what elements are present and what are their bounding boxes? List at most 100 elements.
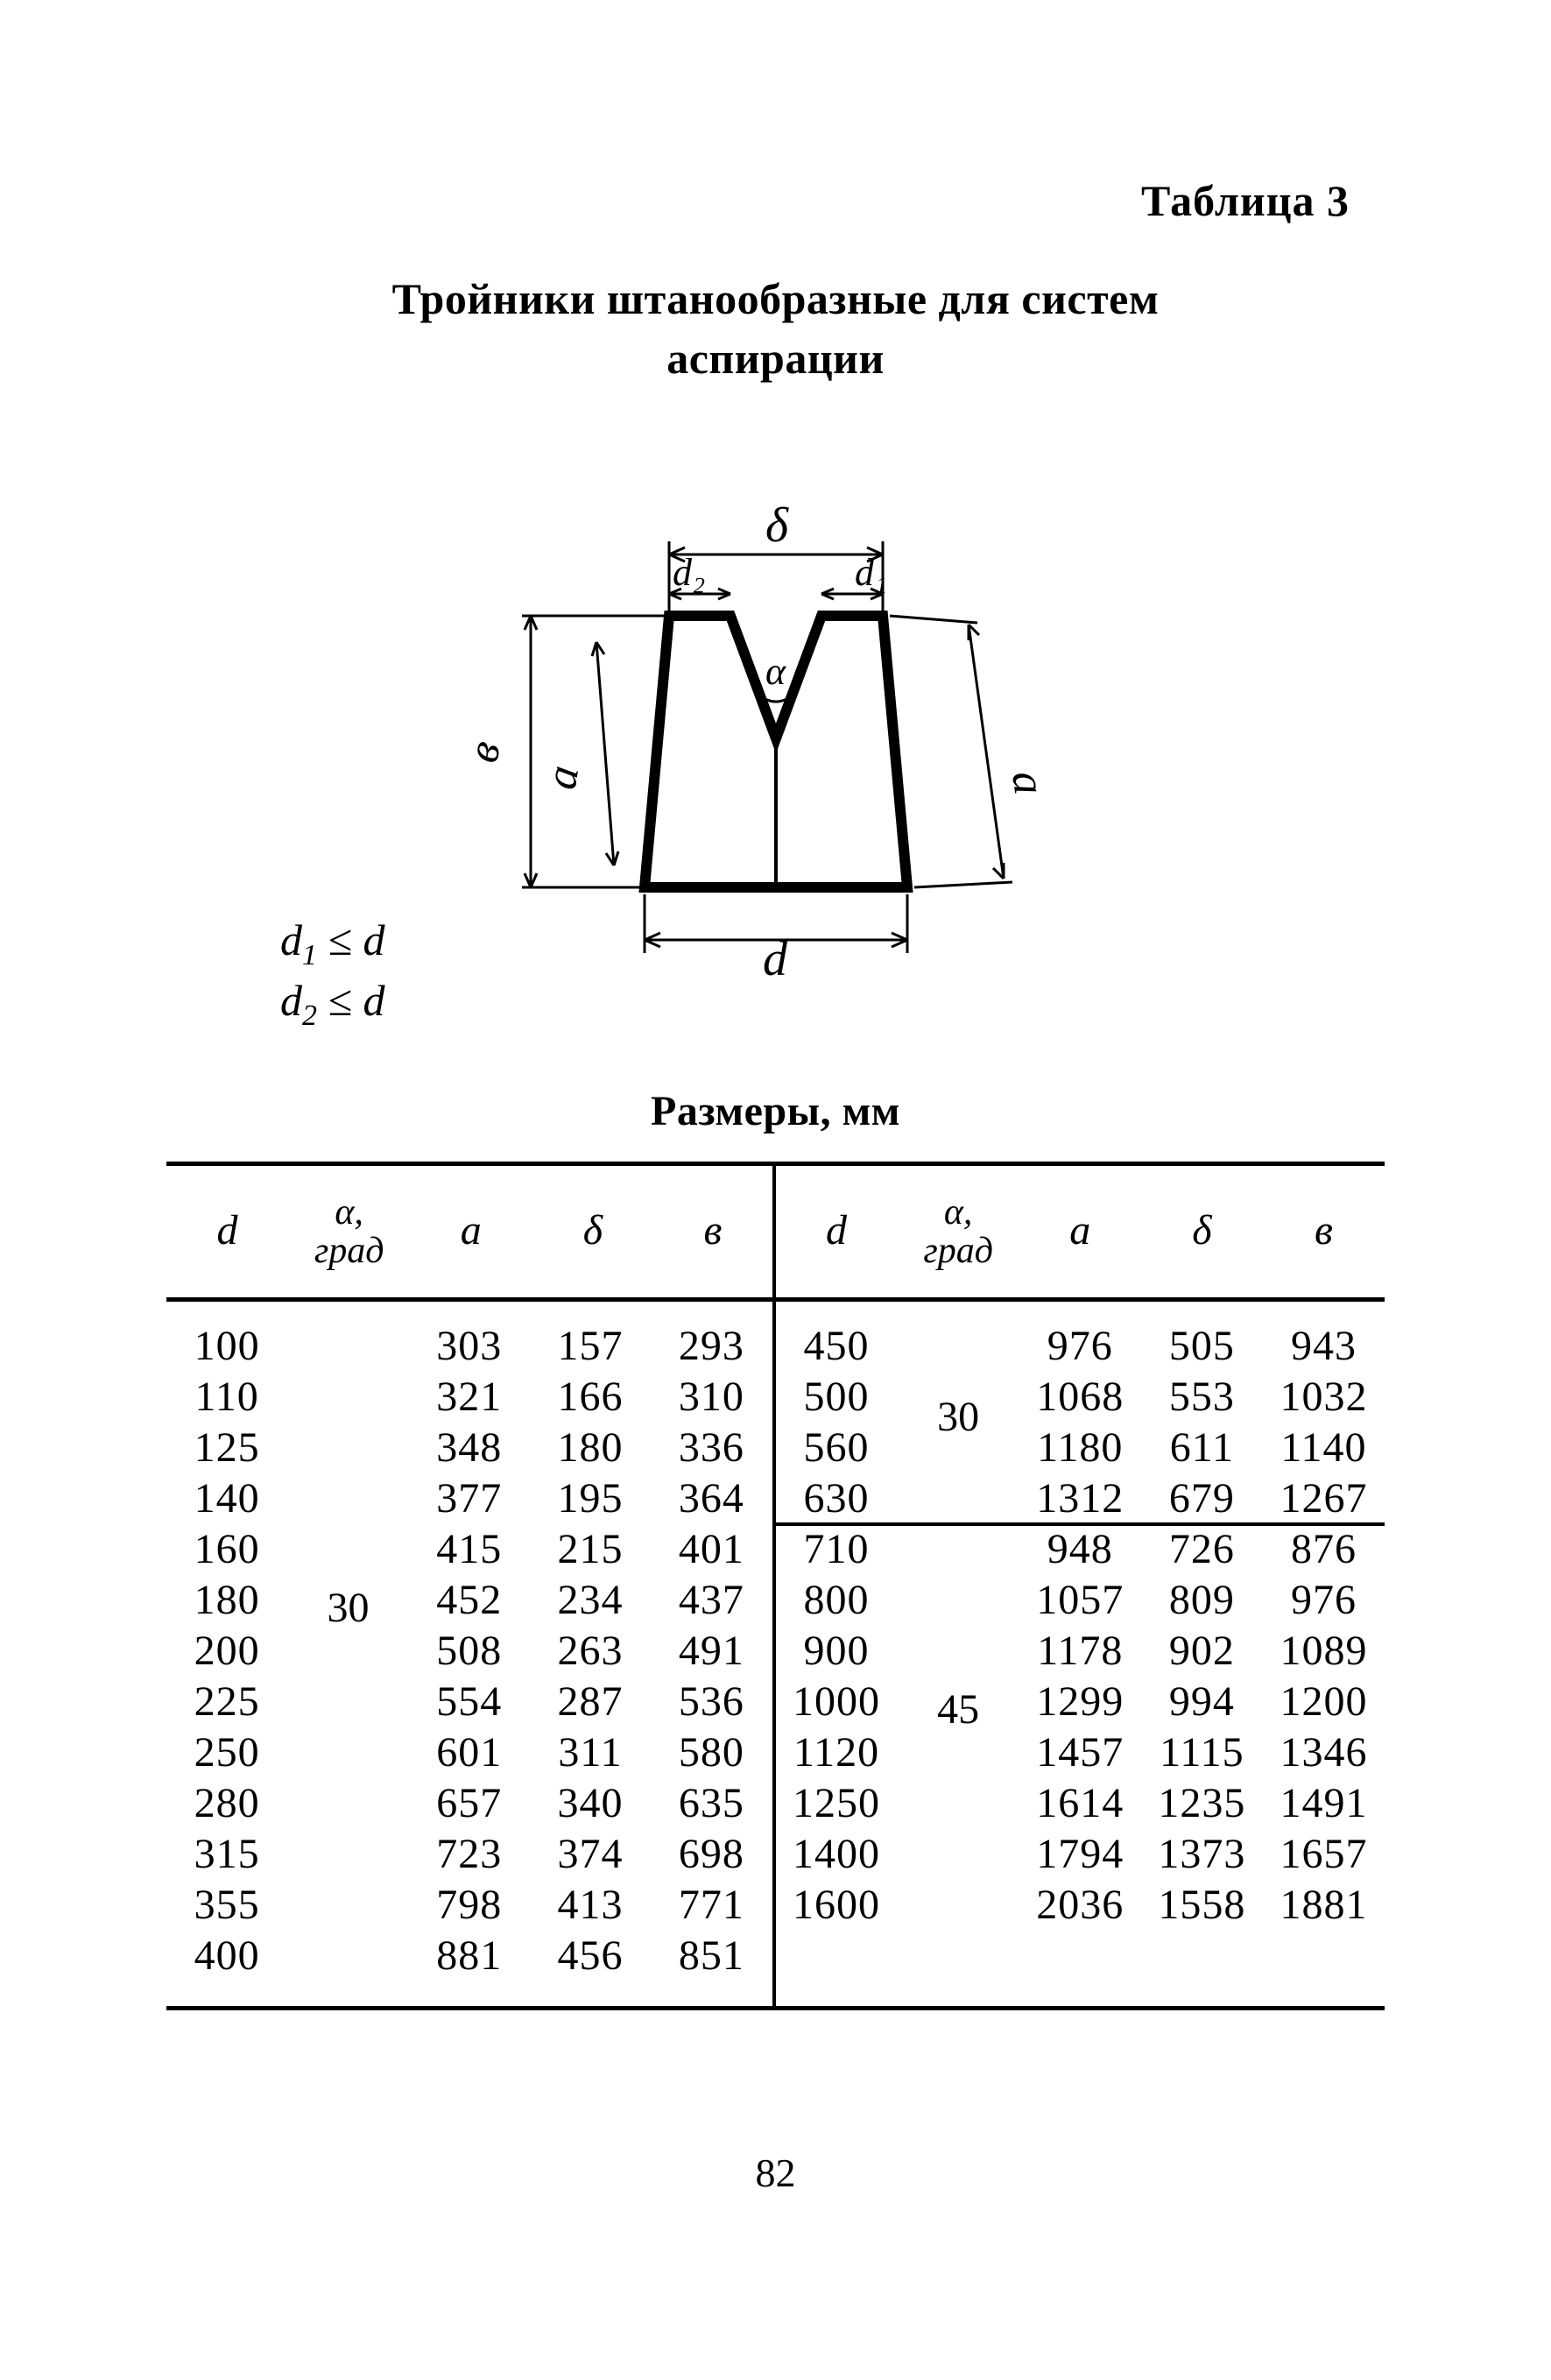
table-row: 200508263491	[166, 1626, 772, 1677]
table-cell: 1312	[1019, 1474, 1141, 1522]
table-row: 450976505943	[776, 1321, 1385, 1372]
title-line-2: аспирации	[666, 334, 885, 383]
table-cell: 1180	[1019, 1423, 1141, 1472]
table-cell: 726	[1141, 1525, 1263, 1573]
table-cell: 943	[1263, 1322, 1385, 1370]
table-cell: 630	[776, 1474, 898, 1522]
th-b-1: в	[653, 1166, 775, 1297]
table-row: 400881456851	[166, 1931, 772, 1981]
table-cell: 413	[530, 1881, 651, 1929]
table-row: 100303157293	[166, 1321, 772, 1372]
table-cell: 157	[530, 1322, 651, 1370]
table-cell: 140	[166, 1474, 287, 1522]
table-cell: 1178	[1019, 1627, 1141, 1675]
table-cell: 876	[1263, 1525, 1385, 1573]
table-cell: 348	[409, 1423, 530, 1472]
label-d1: d₁	[855, 551, 887, 594]
constraint-1: d1 ≤ d	[280, 914, 1385, 974]
table-cell: 1491	[1263, 1779, 1385, 1827]
tee-diagram: δ d₂ d₁	[166, 449, 1385, 992]
table-row: 90011789021089	[776, 1626, 1385, 1677]
table-cell: 336	[651, 1423, 772, 1472]
table-cell: 321	[409, 1373, 530, 1421]
th-d-2: d	[776, 1166, 898, 1297]
table-row: 1120145711151346	[776, 1727, 1385, 1778]
table-row: 125 348180336	[166, 1423, 772, 1473]
table-row: 315723374698	[166, 1829, 772, 1880]
table-cell: 100	[166, 1322, 287, 1370]
table-cell: 195	[530, 1474, 651, 1522]
title-line-1: Тройники штанообразные для систем	[392, 274, 1160, 323]
table-cell: 1250	[776, 1779, 898, 1827]
table-cell: 225	[166, 1677, 287, 1726]
table-cell: 1120	[776, 1728, 898, 1776]
label-a-left: a	[535, 762, 589, 794]
table-row: 50010685531032	[776, 1372, 1385, 1423]
table-cell: 280	[166, 1779, 287, 1827]
table-cell: 657	[409, 1779, 530, 1827]
table-row: 225554287536	[166, 1677, 772, 1727]
table-cell: 1000	[776, 1677, 898, 1726]
table-cell: 1881	[1263, 1881, 1385, 1929]
table-cell: 635	[651, 1779, 772, 1827]
table-cell: 800	[776, 1576, 898, 1624]
table-cell: 948	[1019, 1525, 1141, 1573]
table-cell: 679	[1141, 1474, 1263, 1522]
table-cell: 881	[409, 1932, 530, 1980]
table-cell: 710	[776, 1525, 898, 1573]
table-row: 160415215401	[166, 1524, 772, 1575]
table-left-half: 1003031572931103211663101253481803361403…	[166, 1302, 776, 2006]
table-cell: 125	[166, 1423, 287, 1472]
table-cell: 976	[1263, 1576, 1385, 1624]
table-cell: 355	[166, 1881, 287, 1929]
table-row: 180452234437	[166, 1575, 772, 1626]
table-cell: 698	[651, 1830, 772, 1878]
table-cell: 1657	[1263, 1830, 1385, 1878]
table-row: 8001057809976	[776, 1575, 1385, 1626]
table-cell: 1140	[1263, 1423, 1385, 1472]
table-cell: 580	[651, 1728, 772, 1776]
table-cell: 1400	[776, 1830, 898, 1878]
label-d2: d₂	[673, 551, 705, 594]
th-a-2: a	[1019, 1166, 1141, 1297]
table-cell: 1346	[1263, 1728, 1385, 1776]
table-cell: 902	[1141, 1627, 1263, 1675]
table-cell: 263	[530, 1627, 651, 1675]
constraint-2: d2 ≤ d	[280, 974, 1385, 1035]
label-d-bottom: d	[763, 932, 788, 986]
table-row: 110321166310	[166, 1372, 772, 1423]
table-cell: 452	[409, 1576, 530, 1624]
table-cell: 1600	[776, 1881, 898, 1929]
table-cell: 900	[776, 1627, 898, 1675]
table-cell: 1068	[1019, 1373, 1141, 1421]
table-cell: 287	[530, 1677, 651, 1726]
constraint-formulas: d1 ≤ d d2 ≤ d	[280, 914, 1385, 1035]
table-cell: 310	[651, 1373, 772, 1421]
table-cell: 1558	[1141, 1881, 1263, 1929]
table-cell: 976	[1019, 1322, 1141, 1370]
table-row: 140377195364	[166, 1473, 772, 1524]
th-alpha-1: α,град	[288, 1166, 410, 1297]
table-cell: 505	[1141, 1322, 1263, 1370]
table-number-label: Таблица 3	[166, 175, 1350, 226]
table-cell: 601	[409, 1728, 530, 1776]
label-a-right: a	[1002, 768, 1054, 798]
table-cell: 180	[530, 1423, 651, 1472]
table-cell: 293	[651, 1322, 772, 1370]
table-row: 56011806111140	[776, 1423, 1385, 1473]
table-row: 100012999941200	[776, 1677, 1385, 1727]
table-cell: 110	[166, 1373, 287, 1421]
table-cell: 1235	[1141, 1779, 1263, 1827]
table-cell: 723	[409, 1830, 530, 1878]
table-row: 250601311580	[166, 1727, 772, 1778]
table-cell: 374	[530, 1830, 651, 1878]
th-d-1: d	[166, 1166, 288, 1297]
table-cell: 553	[1141, 1373, 1263, 1421]
page-number: 82	[0, 2150, 1551, 2196]
table-cell: 1794	[1019, 1830, 1141, 1878]
table-cell: 771	[651, 1881, 772, 1929]
label-alpha: α	[765, 650, 786, 693]
table-row: 63013126791267	[776, 1473, 1385, 1524]
table-cell: 234	[530, 1576, 651, 1624]
table-cell: 1373	[1141, 1830, 1263, 1878]
